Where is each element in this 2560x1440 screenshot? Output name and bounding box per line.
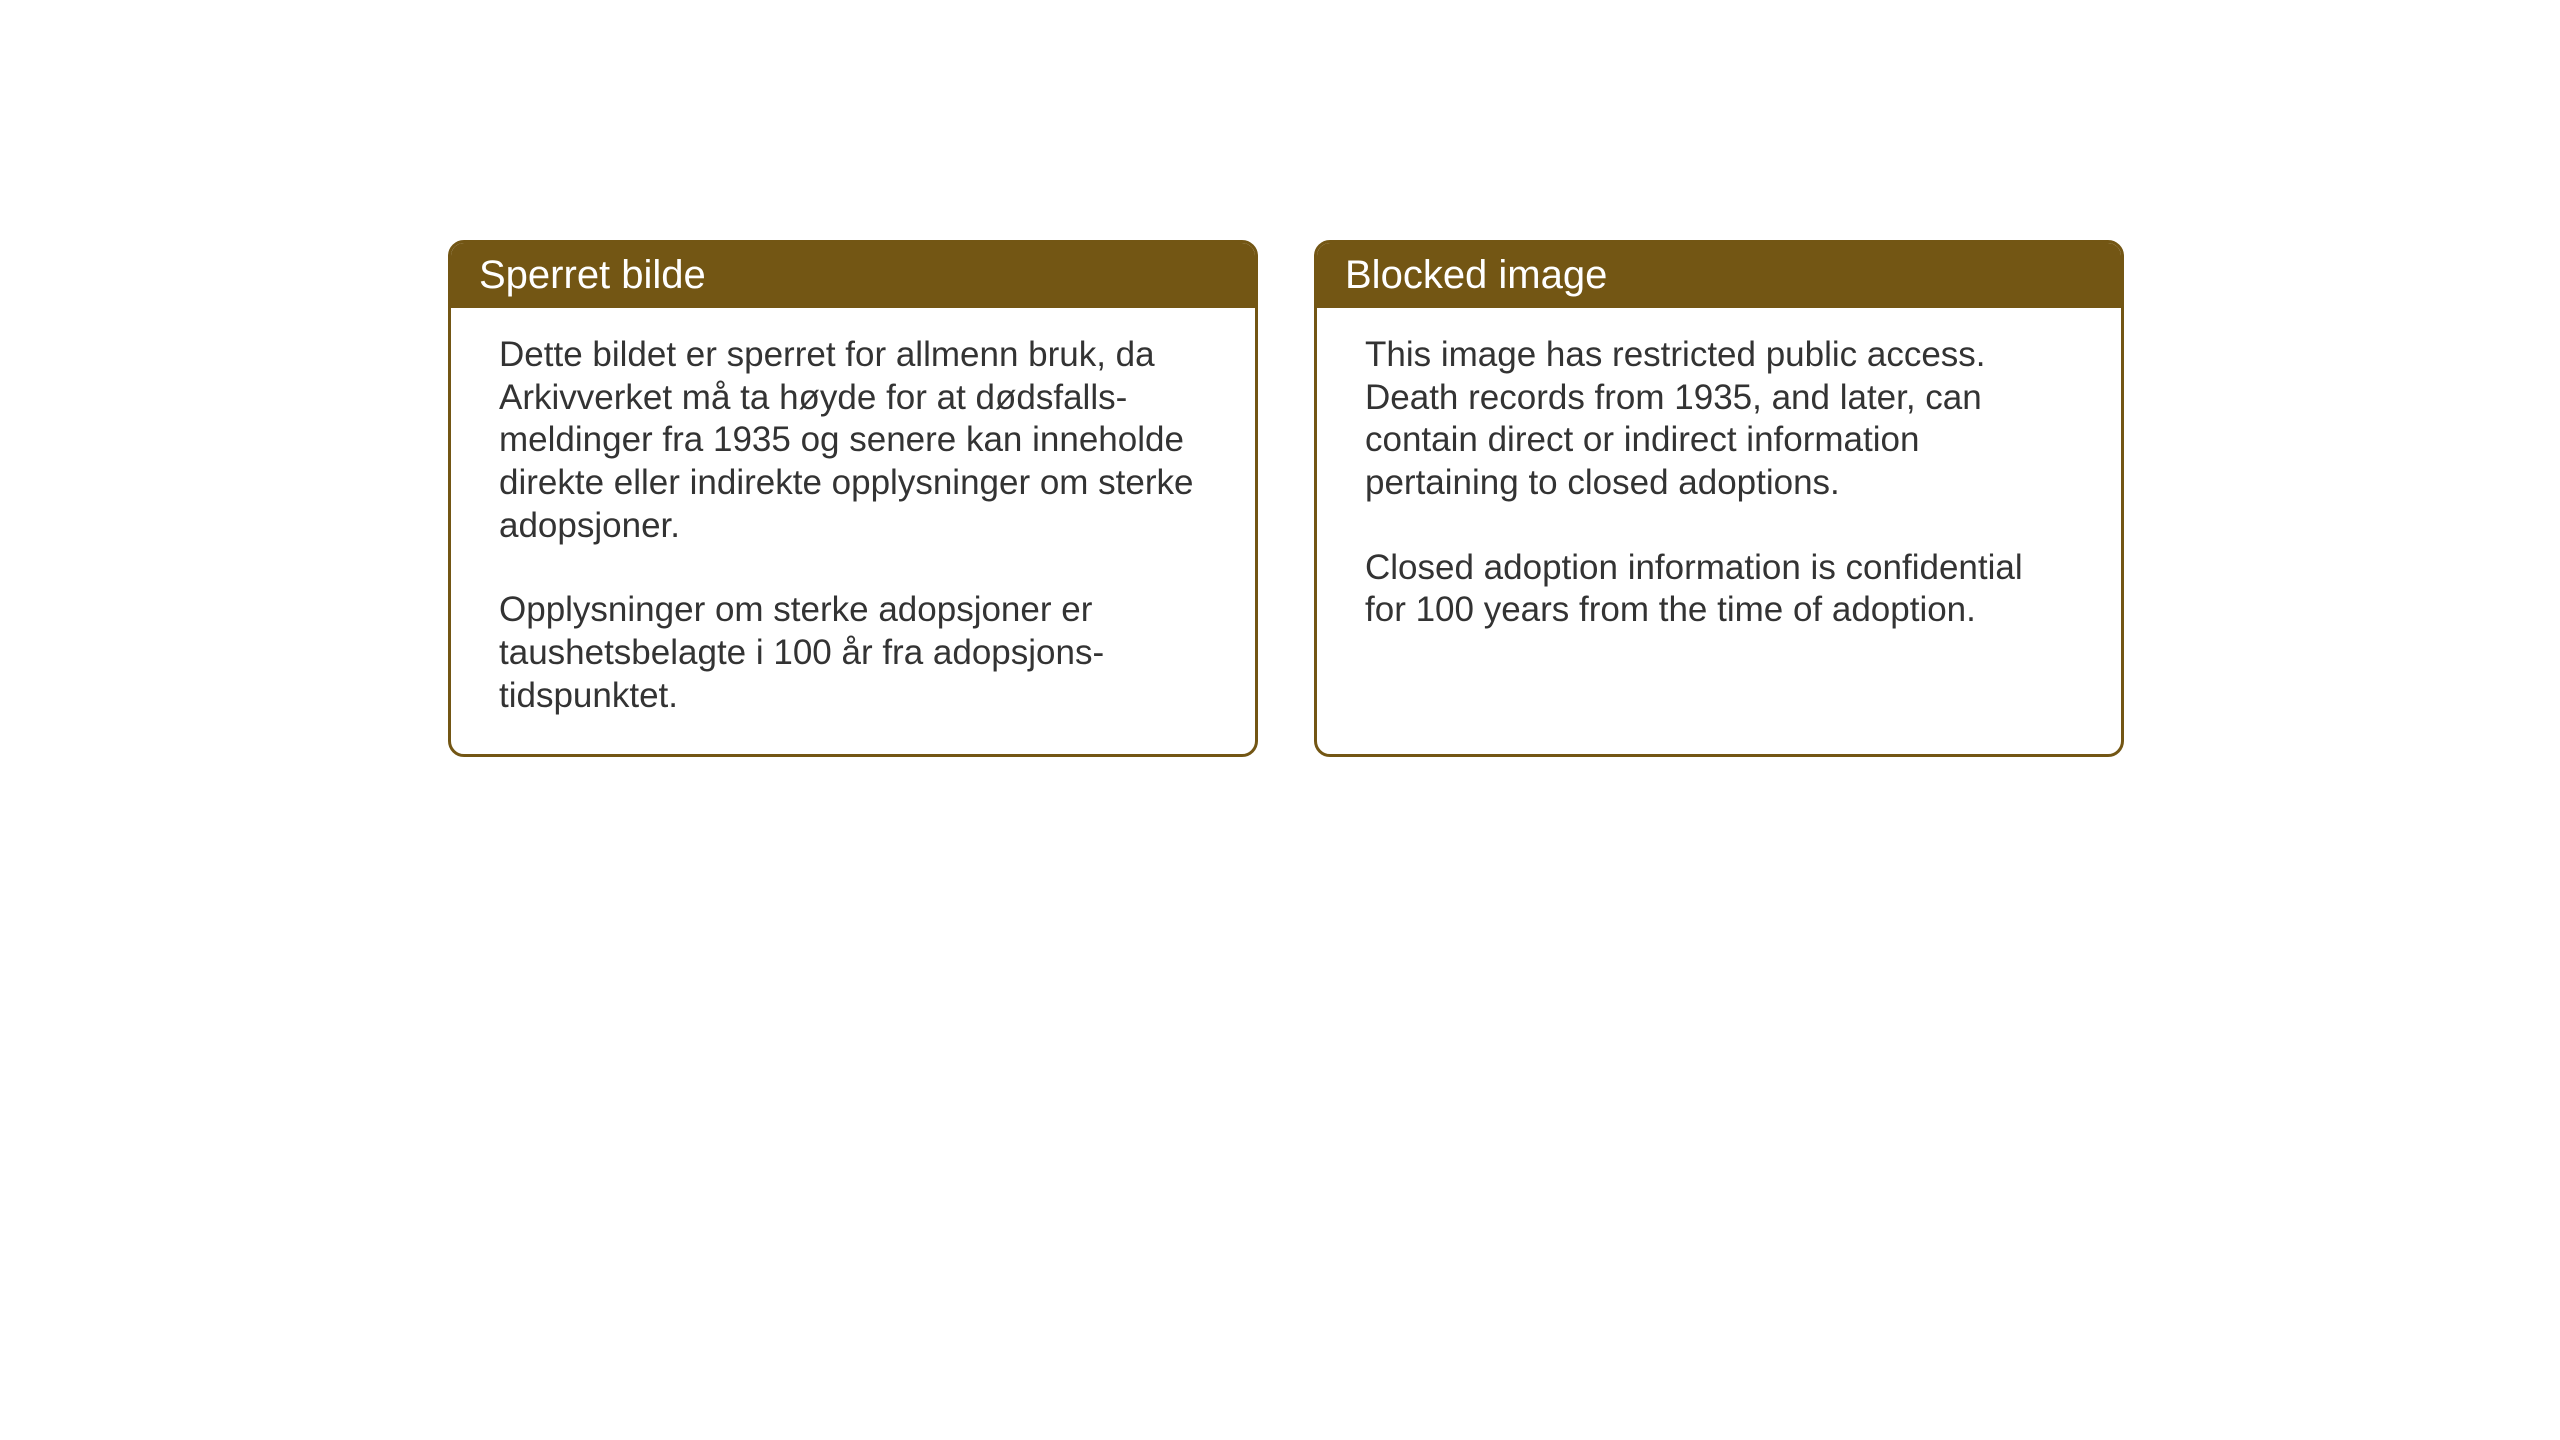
notice-header-norwegian: Sperret bilde: [451, 243, 1255, 308]
notice-title-english: Blocked image: [1345, 253, 1607, 297]
notice-header-english: Blocked image: [1317, 243, 2121, 308]
notice-para1-english: This image has restricted public access.…: [1365, 334, 2073, 505]
notice-title-norwegian: Sperret bilde: [479, 253, 706, 297]
notice-para1-norwegian: Dette bildet er sperret for allmenn bruk…: [499, 334, 1207, 547]
notice-box-english: Blocked image This image has restricted …: [1314, 240, 2124, 757]
notice-body-norwegian: Dette bildet er sperret for allmenn bruk…: [451, 308, 1255, 754]
notice-box-norwegian: Sperret bilde Dette bildet er sperret fo…: [448, 240, 1258, 757]
notice-para2-english: Closed adoption information is confident…: [1365, 547, 2073, 632]
notice-container: Sperret bilde Dette bildet er sperret fo…: [448, 240, 2124, 757]
notice-para2-norwegian: Opplysninger om sterke adopsjoner er tau…: [499, 589, 1207, 717]
notice-body-english: This image has restricted public access.…: [1317, 308, 2121, 668]
